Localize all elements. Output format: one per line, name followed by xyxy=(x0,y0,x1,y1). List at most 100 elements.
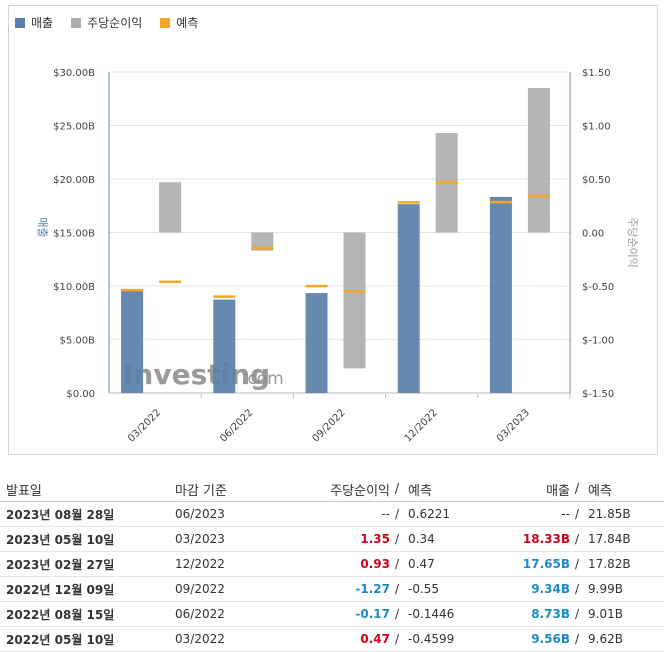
period-end-cell: 03/2023 xyxy=(175,532,225,546)
category-label: 03/2023 xyxy=(495,407,532,444)
revenue-actual-cell: 18.33B xyxy=(522,532,570,546)
category-label: 12/2022 xyxy=(403,407,440,444)
table-row[interactable]: 2022년 05월 10일 03/2022 0.47 / -0.4599 9.56B / 9.… xyxy=(0,627,664,652)
right-tick-label: $1.50 xyxy=(582,68,611,79)
eps-actual-cell: -- xyxy=(381,507,390,521)
eps-bar xyxy=(159,182,182,233)
separator-cell: / xyxy=(574,632,580,646)
header-separator: / xyxy=(394,481,400,497)
right-tick-label: $0.50 xyxy=(582,175,611,186)
period-end-cell: 12/2022 xyxy=(175,557,225,571)
release-date-cell: 2022년 05월 10일 xyxy=(6,632,115,647)
category-label: 09/2022 xyxy=(310,407,347,444)
revenue-forecast-cell: 17.84B xyxy=(588,532,631,546)
left-tick-label: $0.00 xyxy=(66,389,95,400)
eps-actual-cell: -0.17 xyxy=(355,607,390,621)
separator-cell: / xyxy=(574,582,580,596)
legend-label-revenue: 매출 xyxy=(31,16,54,30)
eps-forecast-cell: 0.6221 xyxy=(408,507,450,521)
separator-cell: / xyxy=(394,582,400,596)
legend-label-forecast: 예측 xyxy=(176,16,199,30)
earnings-table: 발표일 마감 기준 주당순이익 / 예측 매출 / 예측 2023년 08월 2… xyxy=(0,477,664,652)
release-date-cell: 2023년 05월 10일 xyxy=(6,532,115,547)
right-tick-label: $1.00 xyxy=(582,122,611,133)
table-row[interactable]: 2022년 08월 15일 06/2022 -0.17 / -0.1446 8.73B / 9… xyxy=(0,602,664,627)
header-period[interactable]: 마감 기준 xyxy=(175,483,227,499)
release-date-cell: 2022년 12월 09일 xyxy=(6,582,115,597)
investing-watermark: Investing xyxy=(123,358,270,391)
revenue-bar xyxy=(121,290,144,393)
right-axis-title: 주당순이익 xyxy=(626,217,639,268)
legend-item-eps[interactable]: 주당순이익 xyxy=(71,14,142,31)
legend-item-revenue[interactable]: 매출 xyxy=(15,14,53,31)
revenue-bar xyxy=(397,204,420,393)
revenue-forecast-cell: 9.01B xyxy=(588,607,623,621)
earnings-chart: $0.00 $-1.50 $5.00B $-1.00 $10.00B $-0.50 $15.… xyxy=(36,68,639,444)
revenue-actual-cell: 17.65B xyxy=(522,557,570,571)
eps-forecast-cell: 0.47 xyxy=(408,557,435,571)
table-row[interactable]: 2023년 02월 27일 12/2022 0.93 / 0.47 17.65B / 17.8… xyxy=(0,552,664,577)
header-date[interactable]: 발표일 xyxy=(6,483,42,499)
left-tick-label: $15.00B xyxy=(53,229,95,240)
eps-bar xyxy=(251,232,274,251)
eps-actual-cell: 1.35 xyxy=(360,532,390,546)
separator-cell: / xyxy=(394,532,400,546)
header-separator: / xyxy=(574,481,580,497)
table-row[interactable]: 2023년 05월 10일 03/2023 1.35 / 0.34 18.33B / 17.8… xyxy=(0,527,664,552)
right-tick-label: $-1.00 xyxy=(582,336,614,347)
separator-cell: / xyxy=(574,607,580,621)
category-label: 06/2022 xyxy=(218,407,255,444)
revenue-actual-cell: 8.73B xyxy=(531,607,570,621)
revenue-bar xyxy=(305,293,328,393)
release-date-cell: 2023년 08월 28일 xyxy=(6,507,115,522)
separator-cell: / xyxy=(394,557,400,571)
period-end-cell: 06/2022 xyxy=(175,607,225,621)
period-end-cell: 06/2023 xyxy=(175,507,225,521)
legend-item-forecast[interactable]: 예측 xyxy=(160,14,198,31)
eps-bar xyxy=(527,88,550,233)
legend-label-eps: 주당순이익 xyxy=(87,16,143,30)
release-date-cell: 2023년 02월 27일 xyxy=(6,557,115,572)
left-axis-title: 매출 xyxy=(36,217,49,237)
eps-actual-cell: 0.47 xyxy=(360,632,390,646)
left-tick-label: $5.00B xyxy=(60,336,96,347)
revenue-actual-cell: 9.34B xyxy=(531,582,570,596)
left-tick-label: $10.00B xyxy=(53,282,95,293)
table-row[interactable]: 2023년 08월 28일 06/2023 -- / 0.6221 -- / 21.85B xyxy=(0,502,664,527)
investing-watermark-suffix: .com xyxy=(242,369,284,389)
right-tick-label: $-1.50 xyxy=(582,389,614,400)
separator-cell: / xyxy=(574,507,580,521)
period-end-cell: 09/2022 xyxy=(175,582,225,596)
chart-panel: 매출 주당순이익 예측 $0.00 $-1.50 $5.00B $-1.00 $10.0… xyxy=(8,5,658,455)
eps-bar xyxy=(343,232,366,369)
legend-swatch-forecast xyxy=(160,17,171,28)
revenue-bar xyxy=(213,299,236,393)
header-revenue[interactable]: 매출 xyxy=(546,483,570,499)
eps-forecast-cell: -0.55 xyxy=(408,582,440,596)
revenue-forecast-cell: 9.62B xyxy=(588,632,623,646)
right-tick-label: $-0.50 xyxy=(582,282,614,293)
left-tick-label: $30.00B xyxy=(53,68,95,79)
separator-cell: / xyxy=(394,632,400,646)
category-label: 03/2022 xyxy=(126,407,163,444)
left-tick-label: $20.00B xyxy=(53,175,95,186)
revenue-actual-cell: -- xyxy=(561,507,570,521)
table-header-row: 발표일 마감 기준 주당순이익 / 예측 매출 / 예측 xyxy=(0,477,664,502)
legend-swatch-revenue xyxy=(15,17,25,28)
period-end-cell: 03/2022 xyxy=(175,632,225,646)
header-eps[interactable]: 주당순이익 xyxy=(330,483,390,499)
revenue-forecast-cell: 21.85B xyxy=(588,507,631,521)
right-tick-label: 0.00 xyxy=(582,229,604,240)
header-eps-forecast[interactable]: 예측 xyxy=(408,483,432,499)
table-body: 2023년 08월 28일 06/2023 --/0.6221 --/21.85B 20… xyxy=(0,502,664,652)
legend-swatch-eps xyxy=(71,17,82,28)
revenue-actual-cell: 9.56B xyxy=(531,632,570,646)
chart-legend: 매출 주당순이익 예측 xyxy=(15,14,216,31)
header-revenue-forecast[interactable]: 예측 xyxy=(588,483,612,499)
eps-actual-cell: 0.93 xyxy=(360,557,390,571)
table-row[interactable]: 2022년 12월 09일 09/2022 -1.27 / -0.55 9.34B / 9.9… xyxy=(0,577,664,602)
eps-forecast-cell: -0.1446 xyxy=(408,607,455,621)
separator-cell: / xyxy=(394,507,400,521)
separator-cell: / xyxy=(394,607,400,621)
revenue-forecast-cell: 17.82B xyxy=(588,557,631,571)
